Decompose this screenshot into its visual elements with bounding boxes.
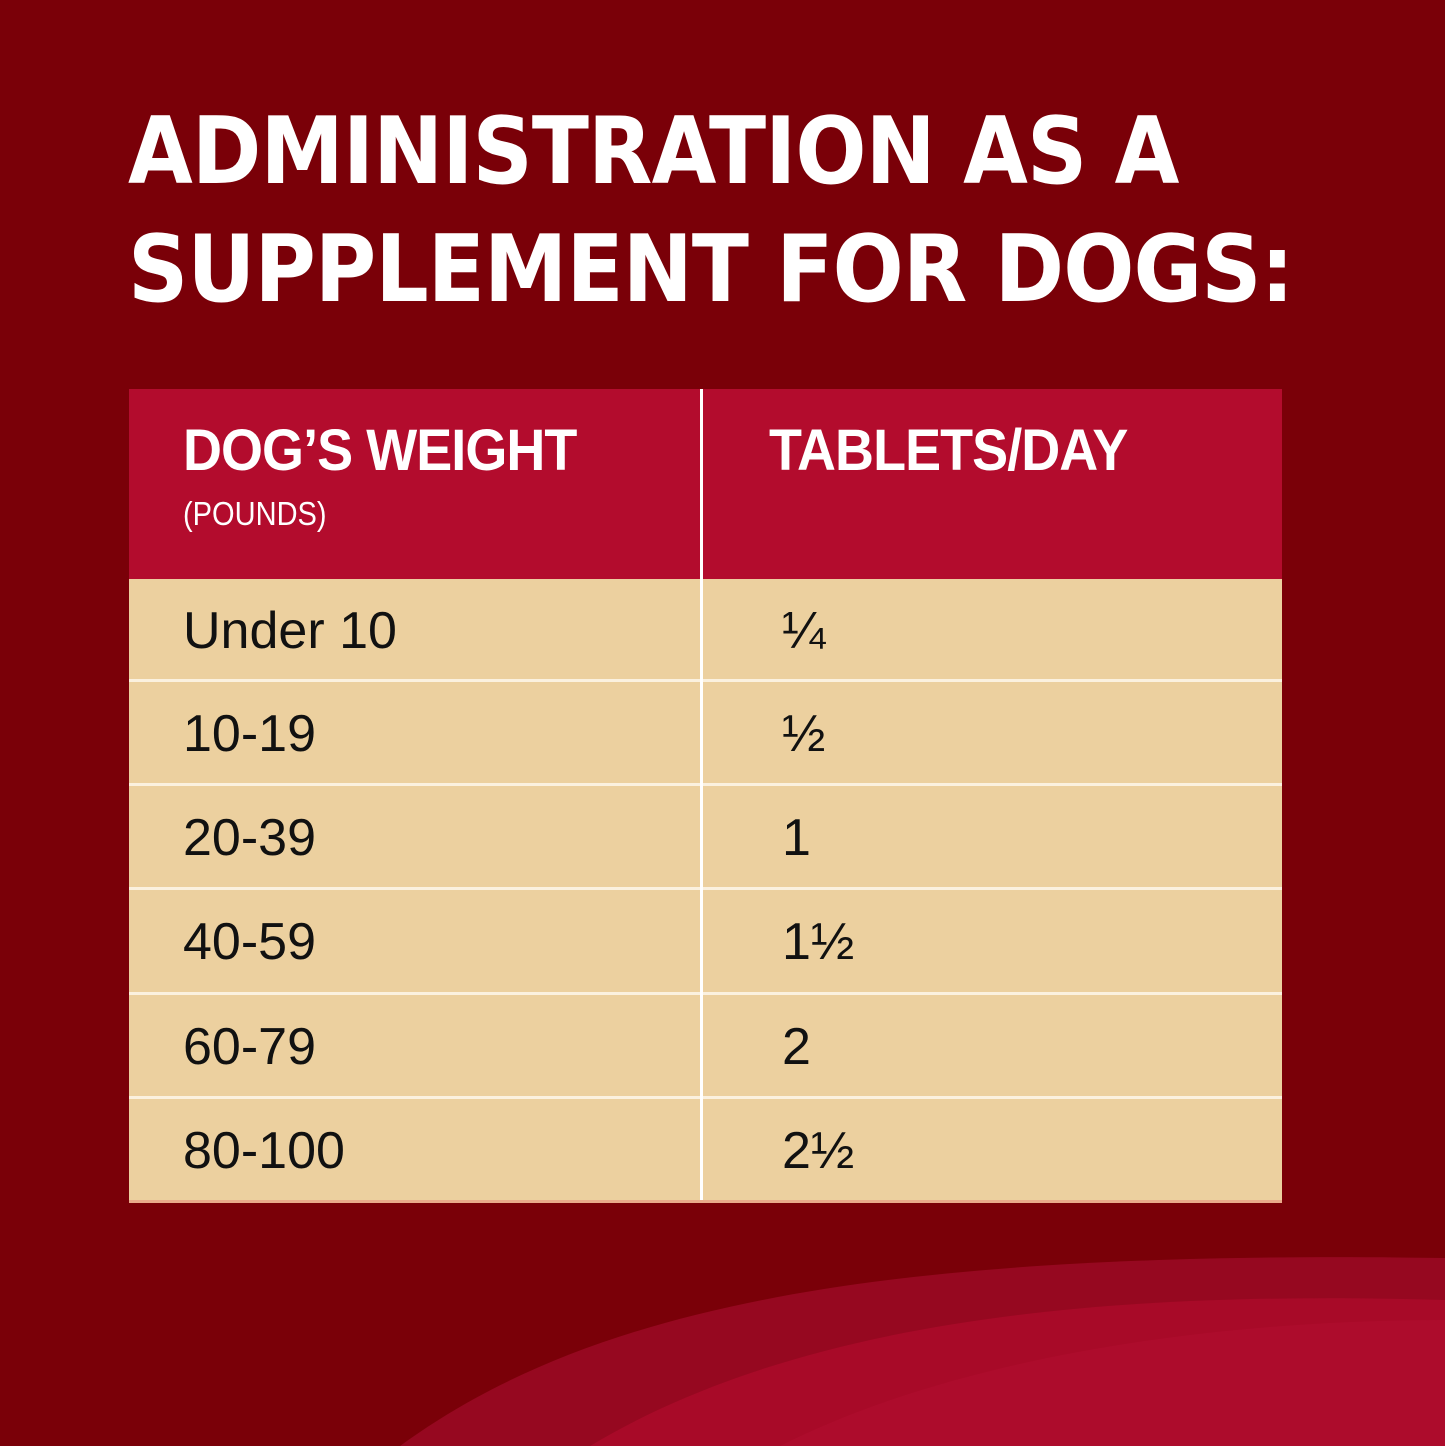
cell-weight: Under 10	[183, 602, 397, 660]
row-divider	[129, 679, 1282, 682]
column-divider	[700, 389, 703, 1201]
table-bottom-edge	[129, 1200, 1282, 1203]
row-divider	[129, 1096, 1282, 1099]
cell-weight: 60-79	[183, 1018, 316, 1076]
cell-weight: 80-100	[183, 1122, 345, 1180]
cell-weight: 40-59	[183, 913, 316, 971]
row-divider	[129, 783, 1282, 786]
title-line-1: ADMINISTRATION AS A	[128, 97, 1179, 205]
table-row: 10-19 ½	[129, 682, 1282, 783]
cell-tablets: 1½	[782, 913, 855, 971]
page-title: ADMINISTRATION AS A SUPPLEMENT FOR DOGS:	[128, 92, 1294, 328]
table-row: 60-79 2	[129, 995, 1282, 1096]
cell-tablets: ¼	[782, 602, 826, 660]
cell-tablets: 2	[782, 1018, 811, 1076]
header-weight: DOG’S WEIGHT	[183, 418, 577, 483]
table-row: 20-39 1	[129, 786, 1282, 887]
row-divider	[129, 992, 1282, 995]
table-row: 80-100 2½	[129, 1099, 1282, 1200]
cell-weight: 10-19	[183, 705, 316, 763]
header-tablets: TABLETS/DAY	[769, 418, 1128, 483]
cell-tablets: 2½	[782, 1122, 855, 1180]
cell-tablets: ½	[782, 705, 826, 763]
row-divider	[129, 887, 1282, 890]
table-row: Under 10 ¼	[129, 579, 1282, 680]
cell-tablets: 1	[782, 809, 811, 867]
dosage-table: DOG’S WEIGHT (POUNDS) TABLETS/DAY Under …	[129, 389, 1282, 1203]
table-header: DOG’S WEIGHT (POUNDS) TABLETS/DAY	[129, 389, 1282, 579]
header-weight-unit: (POUNDS)	[183, 495, 327, 532]
title-line-2: SUPPLEMENT FOR DOGS:	[128, 215, 1294, 323]
table-row: 40-59 1½	[129, 890, 1282, 991]
cell-weight: 20-39	[183, 809, 316, 867]
